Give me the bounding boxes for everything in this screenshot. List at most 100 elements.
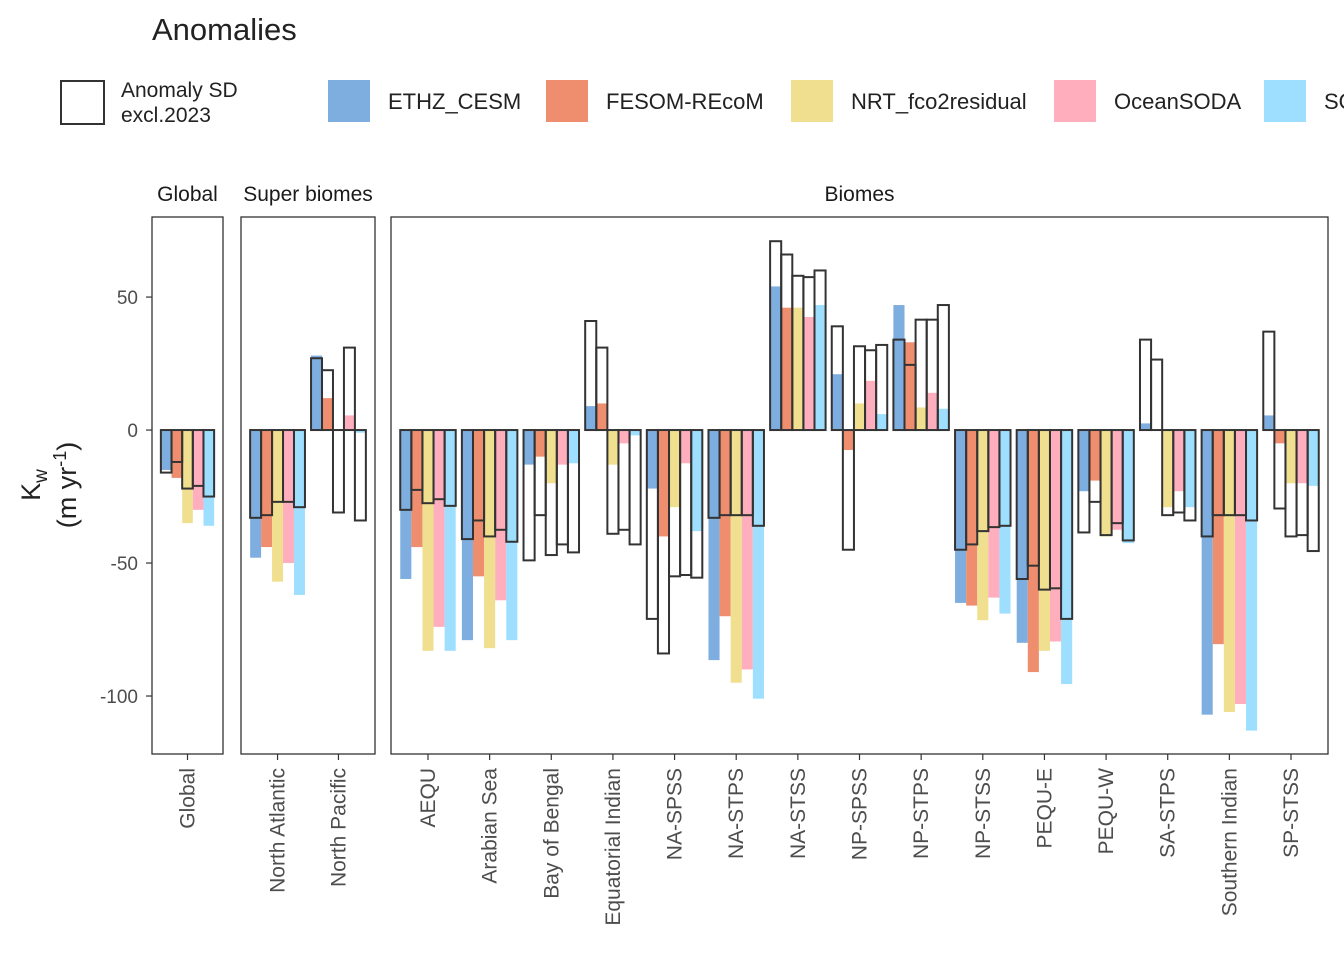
panel-border	[240, 216, 376, 755]
legend-label: ETHZ_CESM	[388, 89, 521, 114]
bar	[261, 430, 273, 548]
y-unit-close: )	[52, 442, 82, 451]
bar	[937, 408, 949, 431]
bar	[657, 430, 670, 537]
bar	[966, 430, 978, 606]
bar	[770, 286, 782, 431]
bar	[1049, 430, 1062, 642]
bar	[1089, 430, 1101, 481]
bar	[741, 430, 753, 670]
bar	[400, 430, 412, 579]
y-label-subscript: w	[31, 469, 52, 484]
sd-legend-label: excl.2023	[121, 104, 211, 127]
bar	[730, 430, 742, 683]
sd-outline	[443, 429, 457, 507]
x-tick-label: Bay of Bengal	[540, 768, 563, 899]
bar	[1122, 430, 1134, 544]
y-axis-label: Kw	[16, 469, 52, 501]
legend-label: FESOM-REcoM	[606, 89, 764, 114]
bar	[842, 430, 854, 450]
bar	[1139, 423, 1152, 431]
bar	[893, 305, 905, 431]
bar	[876, 414, 888, 431]
bar	[1223, 430, 1235, 712]
x-tick-label: NA-STPS	[725, 768, 748, 859]
x-tick-label: Equatorial Indian	[602, 768, 625, 926]
sd-outline	[1121, 429, 1135, 542]
bar	[988, 430, 1000, 598]
x-tick-label: NP-STPS	[910, 768, 933, 859]
bar	[955, 430, 967, 603]
x-tick-label: PEQU-E	[1033, 768, 1056, 849]
sd-outline	[751, 429, 765, 527]
bar	[691, 430, 703, 532]
bar	[484, 430, 496, 649]
bar	[607, 430, 619, 465]
panel-border	[151, 216, 224, 755]
bar	[283, 430, 294, 564]
bar	[1162, 430, 1174, 508]
sd-legend-label: Anomaly SD	[121, 79, 238, 102]
bar	[1201, 430, 1213, 715]
y-tick-label: -100	[100, 687, 138, 708]
sd-outline	[1060, 429, 1074, 620]
strip-label: Biomes	[824, 183, 894, 206]
chart-title: Anomalies	[152, 12, 297, 47]
bar	[708, 430, 720, 661]
bar	[1100, 430, 1112, 537]
sd-outline	[292, 429, 306, 509]
bar	[719, 430, 731, 617]
sd-outline	[202, 429, 216, 498]
bar	[171, 430, 183, 478]
sd-outline	[830, 325, 844, 432]
bar	[618, 430, 630, 444]
x-tick-label: North Pacific	[327, 768, 350, 887]
sd-outline	[841, 429, 855, 551]
sd-outline	[321, 369, 334, 432]
bar	[1296, 430, 1308, 484]
sd-outline	[998, 429, 1012, 527]
bar	[792, 307, 804, 431]
x-tick-label: SA-STPS	[1157, 768, 1180, 858]
bar	[1173, 430, 1185, 492]
bar	[1307, 430, 1319, 486]
bar	[192, 430, 204, 510]
bar	[915, 407, 927, 431]
bar	[1061, 430, 1073, 685]
sd-outline	[813, 269, 827, 432]
legend-key	[1264, 80, 1306, 122]
bar	[1212, 430, 1224, 645]
bar	[495, 430, 507, 601]
bar	[272, 430, 284, 582]
bar	[926, 392, 938, 431]
bar	[182, 430, 193, 524]
sd-outline	[1138, 338, 1153, 432]
bar	[311, 355, 323, 431]
bar	[853, 403, 866, 431]
x-tick-label: SP-STSS	[1280, 768, 1303, 858]
x-tick-label: AEQU	[417, 768, 440, 828]
bar	[322, 398, 333, 431]
y-label-symbol: K	[16, 483, 46, 501]
bar	[523, 430, 535, 465]
x-tick-label: NA-SPSS	[664, 768, 687, 860]
sd-outline	[331, 429, 345, 514]
x-tick-label: NA-STSS	[787, 768, 810, 859]
bar	[596, 403, 608, 431]
bar	[1038, 430, 1050, 651]
bar	[1285, 430, 1297, 484]
bar	[1234, 430, 1247, 704]
bar	[160, 430, 172, 470]
x-tick-label: Global	[177, 768, 200, 829]
sd-outline	[628, 429, 642, 546]
bar	[1078, 430, 1090, 492]
bar	[865, 380, 877, 431]
bar	[752, 430, 764, 699]
y-unit-exponent: -1	[50, 451, 70, 467]
panel-border	[390, 216, 1329, 755]
y-unit-text: (m yr	[52, 467, 82, 528]
sd-outline	[875, 343, 889, 432]
x-tick-label: Southern Indian	[1218, 768, 1241, 916]
bar	[814, 305, 826, 431]
